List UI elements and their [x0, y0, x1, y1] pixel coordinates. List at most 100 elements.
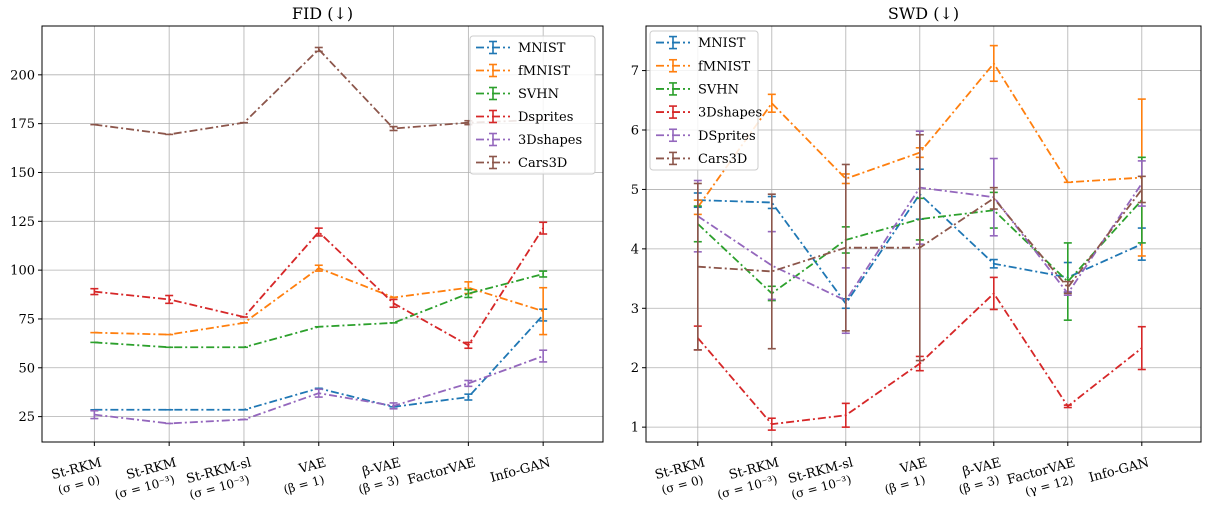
series-svhn: [90, 270, 548, 349]
swd-panel: 1 2 3 4 5 6 7 St-RKM(σ = 0)St-RKM(σ = 10⁻³)St-R…: [631, 4, 1202, 502]
x-tick-label: Info-GAN: [489, 455, 552, 485]
x-tick-label-line1: VAE: [296, 455, 327, 477]
series-cars3d: [693, 133, 1146, 362]
legend-box: [469, 35, 596, 175]
y-tick-label: 175: [10, 117, 35, 132]
series-dsprites: [90, 221, 548, 350]
x-tick-label: St-RKM-sl(σ = 10⁻³): [185, 455, 253, 501]
data-point: [989, 276, 998, 311]
series-3dshapes: [90, 349, 548, 425]
legend-entry: SVHN: [656, 82, 739, 97]
data-point: [1137, 325, 1146, 371]
chart-title: SWD (↓): [888, 4, 959, 23]
legend: MNIST fMNIST SVHN 3Dshapes DSprites Cars3D: [649, 30, 762, 171]
data-point: [693, 182, 702, 351]
data-point: [389, 402, 398, 410]
y-tick-label: 2: [631, 361, 639, 376]
data-point: [767, 193, 776, 350]
x-tick-label: β-VAE(β = 3): [957, 455, 1003, 496]
data-point: [539, 349, 548, 363]
x-tick-label: Info-GAN: [1087, 455, 1150, 485]
legend-entry: 3Dshapes: [656, 105, 762, 121]
y-tick-label: 5: [631, 183, 639, 198]
legend-label: MNIST: [698, 36, 746, 51]
series-3dshapes: [693, 276, 1146, 431]
data-point: [1063, 404, 1072, 409]
data-point: [90, 287, 99, 296]
data-point: [915, 133, 924, 362]
data-point: [314, 388, 323, 398]
y-tick-label: 25: [18, 410, 35, 425]
data-point: [841, 163, 850, 332]
x-tick-label-line1: FactorVAE: [406, 455, 477, 488]
y-tick-label: 7: [631, 64, 639, 79]
legend-label: Cars3D: [518, 156, 567, 171]
data-point: [389, 298, 398, 309]
x-tick-label-line1: Info-GAN: [1087, 455, 1150, 485]
legend-label: DSprites: [698, 129, 756, 144]
plot-frame: [645, 25, 1202, 443]
data-point: [314, 264, 323, 272]
data-point: [539, 221, 548, 235]
x-tick-label: VAE(β = 1): [282, 455, 328, 496]
data-point: [464, 379, 473, 388]
data-point: [464, 288, 473, 299]
legend-label: fMNIST: [518, 64, 571, 79]
x-tick-label-line1: VAE: [898, 455, 929, 477]
legend-label: fMNIST: [698, 59, 751, 74]
x-tick-label: β-VAE(β = 3): [357, 455, 403, 496]
plot-frame: [41, 25, 604, 443]
data-point: [389, 125, 398, 132]
legend: MNIST fMNIST SVHN Dsprites 3Dshapes Cars3D: [469, 35, 596, 175]
legend-label: 3Dshapes: [518, 133, 582, 148]
legend-label: SVHN: [518, 87, 559, 102]
x-tick-label: St-RKM(σ = 0): [653, 455, 706, 497]
legend-label: Dsprites: [518, 110, 573, 125]
series-mnist: [90, 308, 548, 411]
x-tick-label: St-RKM(σ = 10⁻³): [716, 455, 781, 501]
y-tick-label: 50: [18, 361, 35, 376]
x-tick-label: FactorVAE: [406, 455, 477, 488]
data-point: [767, 93, 776, 113]
legend-entry: fMNIST: [656, 58, 751, 74]
data-point: [767, 417, 776, 431]
legend-label: SVHN: [698, 82, 739, 97]
legend-box: [649, 30, 759, 171]
legend-entry: Cars3D: [656, 151, 747, 167]
data-point: [90, 409, 99, 420]
legend-entry: MNIST: [656, 35, 746, 51]
data-point: [314, 46, 323, 53]
legend-label: MNIST: [518, 41, 566, 56]
legend-entry: 3Dshapes: [476, 132, 582, 148]
y-tick-label: 125: [10, 215, 35, 230]
y-tick-label: 150: [10, 166, 35, 181]
x-tick-label: St-RKM(σ = 10⁻³): [113, 455, 178, 501]
data-point: [989, 258, 998, 269]
legend-entry: Cars3D: [476, 155, 567, 171]
legend-entry: fMNIST: [476, 63, 571, 79]
data-point: [464, 341, 473, 350]
data-point: [841, 402, 850, 428]
legend-entry: DSprites: [656, 128, 756, 144]
data-point: [989, 186, 998, 210]
legend-entry: MNIST: [476, 40, 566, 56]
chart-title: FID (↓): [292, 4, 353, 23]
x-tick-label: St-RKM-sl(σ = 10⁻³): [787, 455, 855, 501]
y-tick-label: 100: [10, 264, 35, 279]
data-point: [539, 270, 548, 278]
legend-entry: SVHN: [476, 86, 559, 102]
data-point: [989, 44, 998, 83]
data-point: [165, 294, 174, 305]
y-tick-label: 3: [631, 302, 639, 317]
y-tick-label: 200: [10, 68, 35, 83]
legend-label: Cars3D: [698, 152, 747, 167]
x-tick-label-line1: Info-GAN: [489, 455, 552, 485]
y-tick-label: 1: [631, 421, 639, 436]
data-point: [1137, 175, 1146, 204]
legend-entry: Dsprites: [476, 109, 573, 125]
data-point: [314, 227, 323, 237]
y-tick-label: 4: [631, 242, 639, 257]
x-tick-label: FactorVAE(γ = 12): [1006, 455, 1077, 498]
